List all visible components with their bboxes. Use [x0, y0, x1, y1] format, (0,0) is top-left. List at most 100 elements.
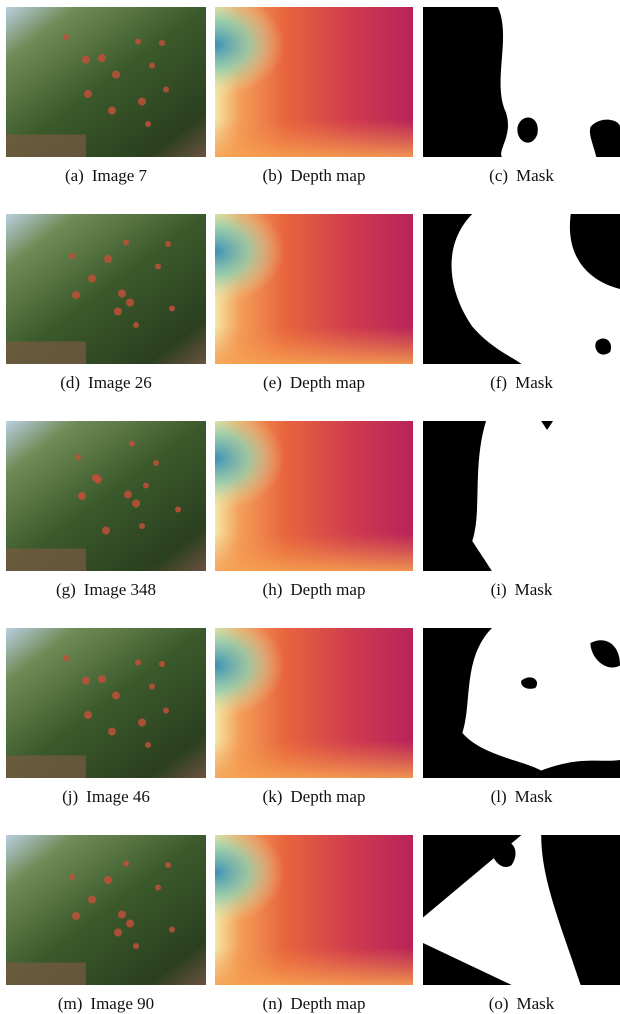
apple: [143, 483, 149, 489]
apple: [145, 742, 151, 748]
ground: [6, 342, 86, 365]
apple: [132, 500, 140, 508]
caption-label: (e): [263, 373, 282, 392]
caption: (m) Image 90: [58, 994, 154, 1013]
apple: [82, 677, 90, 685]
caption-label: (d): [60, 373, 80, 392]
caption: (o)Mask: [489, 994, 555, 1013]
apple: [123, 240, 129, 246]
apple: [108, 728, 116, 736]
caption-text: Image 26: [88, 373, 152, 392]
apple: [123, 861, 129, 867]
depth-floor: [215, 214, 413, 364]
panel: [423, 835, 620, 985]
caption-text: Mask: [516, 166, 554, 185]
mask-region: [517, 118, 537, 143]
caption-label: (m): [58, 994, 83, 1013]
caption: (k)Depth map: [263, 787, 366, 806]
caption: (c) Mask: [489, 166, 554, 185]
caption: (n) Depth map: [263, 994, 366, 1013]
caption: (a)Image 7: [65, 166, 148, 185]
depth-floor: [215, 7, 413, 157]
apple: [135, 660, 141, 666]
mask-region: [423, 7, 508, 157]
depth-floor: [215, 835, 413, 985]
apple: [138, 98, 146, 106]
apple: [155, 885, 161, 891]
panel: [423, 7, 620, 157]
panel: [215, 421, 413, 571]
caption-text: Image 348: [84, 580, 156, 599]
apple: [72, 912, 80, 920]
caption: (i)Mask: [491, 580, 553, 599]
caption-text: Depth map: [290, 580, 365, 599]
apple: [175, 507, 181, 513]
apple: [63, 34, 69, 40]
apple: [155, 264, 161, 270]
apple: [135, 39, 141, 45]
caption-text: Mask: [515, 373, 553, 392]
apple: [84, 90, 92, 98]
apple: [133, 943, 139, 949]
apple: [88, 275, 96, 283]
apple: [69, 874, 75, 880]
panel: [6, 421, 206, 571]
caption-label: (f): [490, 373, 507, 392]
caption-text: Depth map: [290, 373, 365, 392]
apple: [104, 255, 112, 263]
apple: [75, 454, 81, 460]
apple: [82, 56, 90, 64]
caption: (d) Image 26: [60, 373, 152, 392]
apple: [118, 911, 126, 919]
depth-floor: [215, 628, 413, 778]
apple: [88, 896, 96, 904]
caption-text: Depth map: [290, 994, 365, 1013]
page: {"figure": {"panels": [ {"label": "(a)",…: [0, 0, 620, 1014]
panel: [423, 421, 620, 571]
apple: [126, 299, 134, 307]
apple: [102, 527, 110, 535]
apple: [169, 927, 175, 933]
apple: [145, 121, 151, 127]
apple: [108, 107, 116, 115]
apple: [149, 684, 155, 690]
apple: [159, 40, 165, 46]
caption-label: (c): [489, 166, 508, 185]
caption: (e) Depth map: [263, 373, 365, 392]
panel: [215, 835, 413, 985]
caption-text: Mask: [515, 787, 553, 806]
caption-label: (g): [56, 580, 76, 599]
panel: [215, 214, 413, 364]
caption: (g) Image 348: [56, 580, 156, 599]
panel: [6, 628, 206, 778]
caption: (j)Image 46: [62, 787, 150, 806]
apple: [112, 692, 120, 700]
depth-floor: [215, 421, 413, 571]
apple: [69, 253, 75, 259]
caption-text: Image 90: [90, 994, 154, 1013]
panel: [215, 7, 413, 157]
apple: [78, 492, 86, 500]
apple: [149, 63, 155, 69]
apple: [124, 491, 132, 499]
apple: [63, 655, 69, 661]
apple: [118, 290, 126, 298]
caption-text: Depth map: [290, 166, 365, 185]
apple: [138, 719, 146, 727]
panel: [6, 214, 206, 364]
caption-label: (j): [62, 787, 78, 806]
apple: [126, 920, 134, 928]
panel: [423, 214, 620, 364]
ground: [6, 549, 86, 572]
apple: [98, 54, 106, 62]
panel: [6, 835, 206, 985]
apple: [165, 862, 171, 868]
ground: [6, 135, 86, 158]
apple: [112, 71, 120, 79]
caption: (b)Depth map: [263, 166, 366, 185]
apple: [163, 87, 169, 93]
apple: [163, 708, 169, 714]
caption-label: (n): [263, 994, 283, 1013]
caption-label: (l): [491, 787, 507, 806]
apple: [169, 306, 175, 312]
